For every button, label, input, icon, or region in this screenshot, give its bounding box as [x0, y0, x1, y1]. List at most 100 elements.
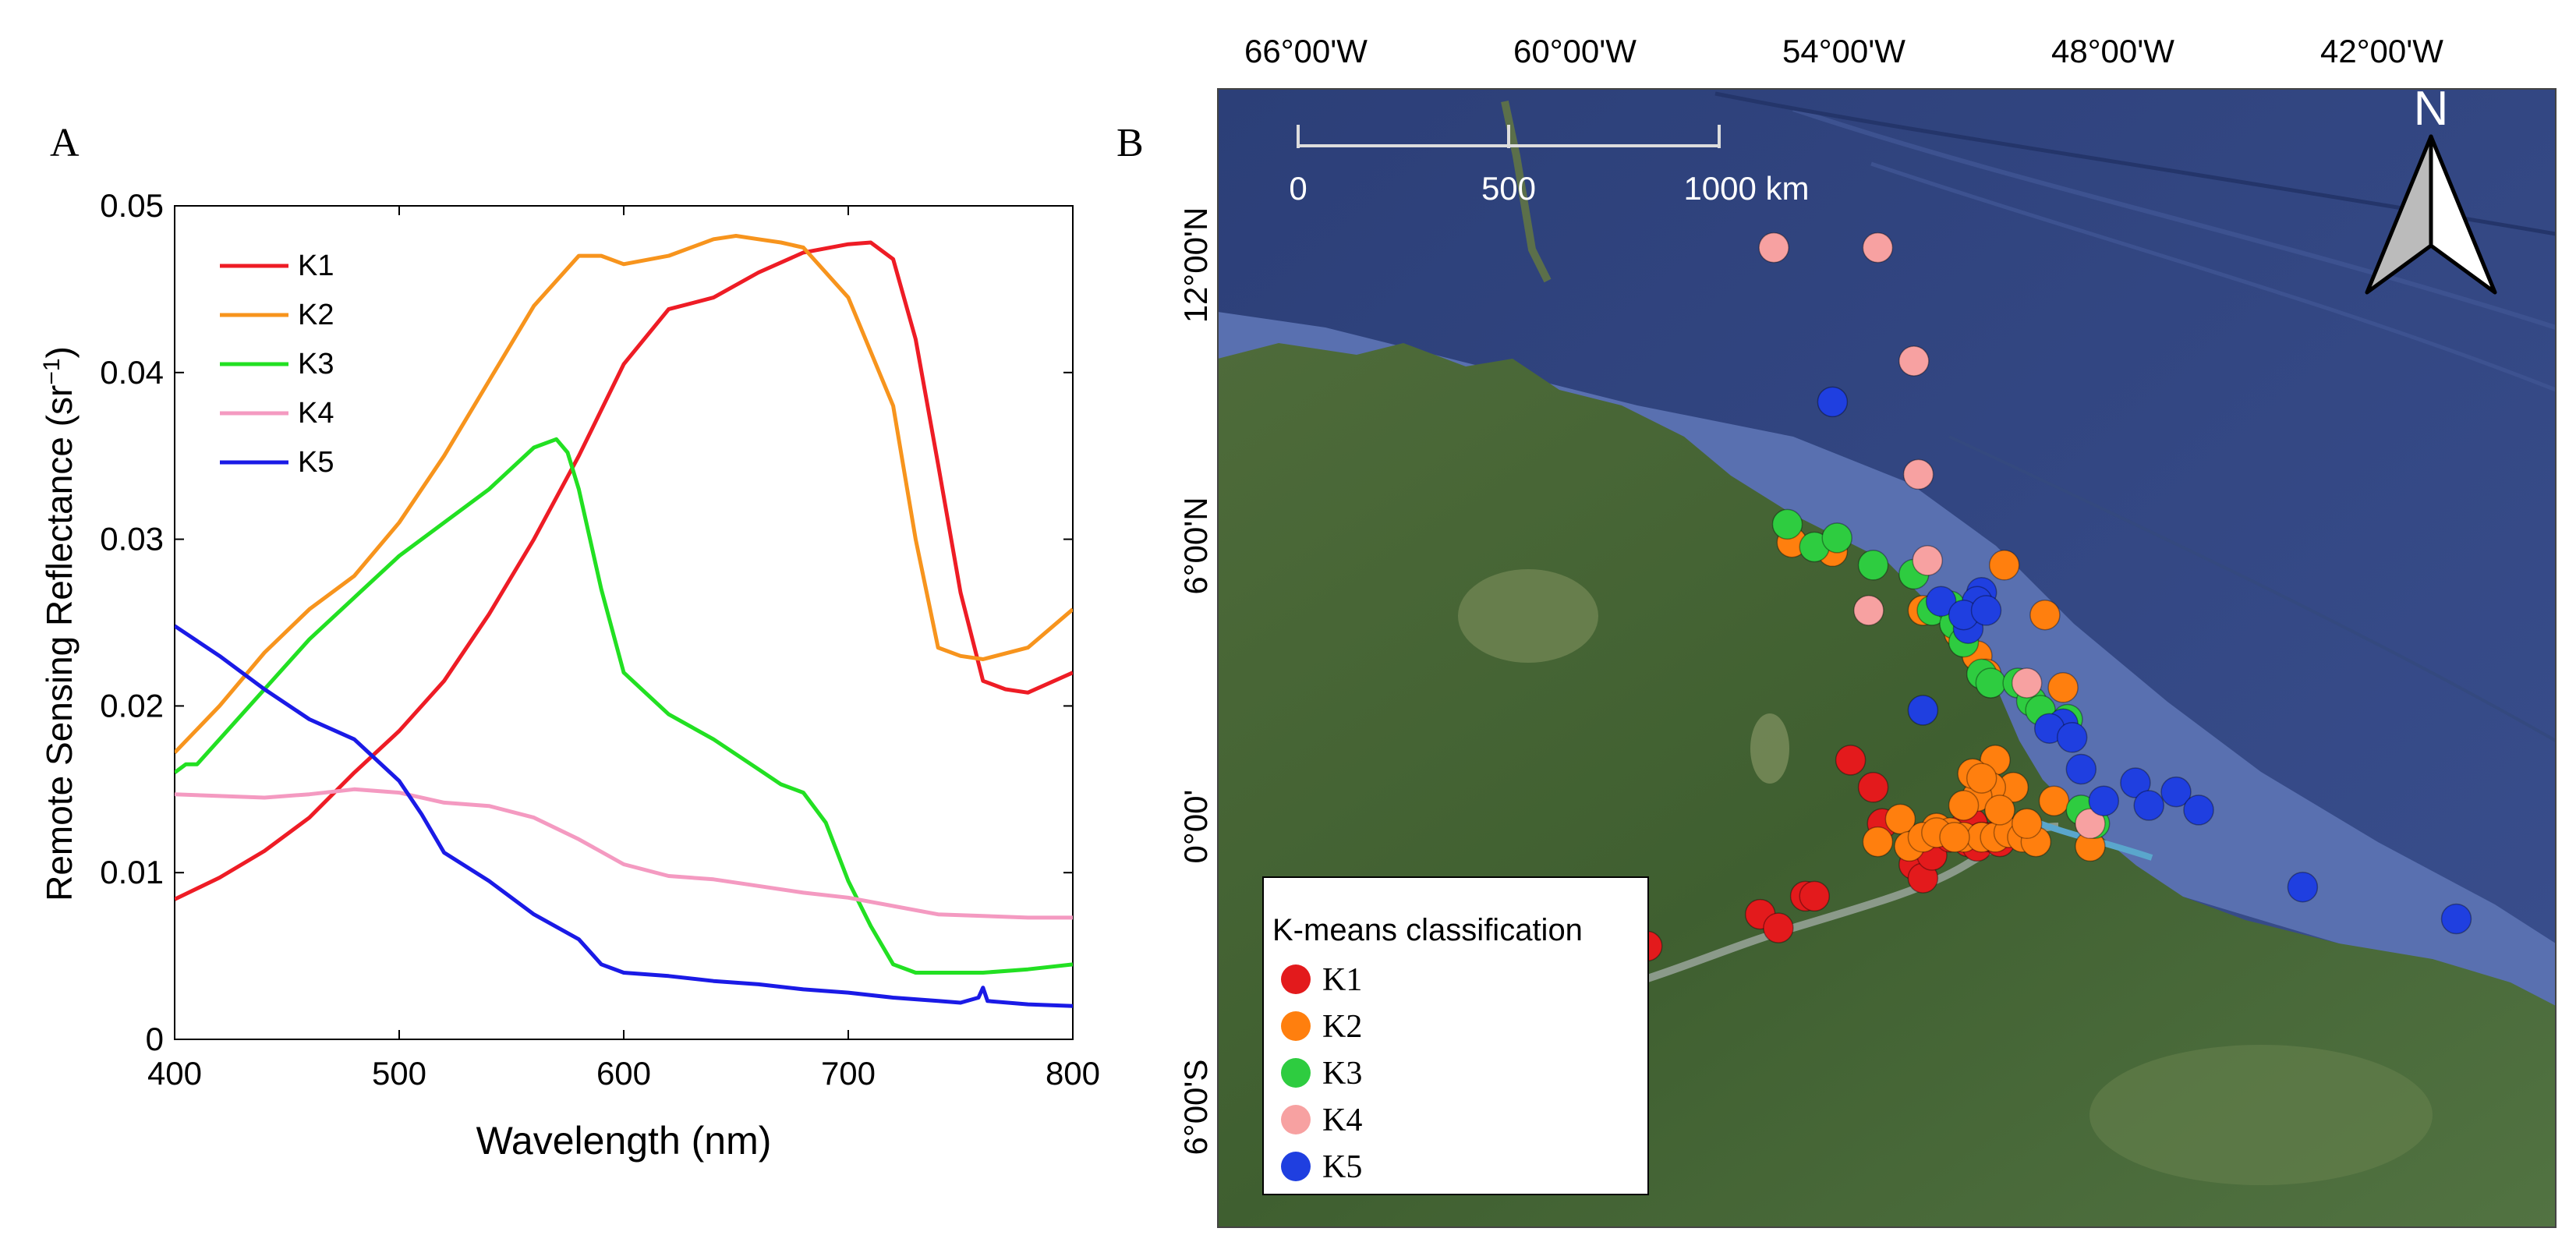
map-legend-marker-k5 [1281, 1152, 1311, 1181]
x-tick-label: 800 [1046, 1055, 1100, 1092]
y-axis-label: Remote Sensing Reflectance (sr−1) [39, 346, 80, 901]
station-point-k2 [1862, 826, 1894, 858]
series-line-k4 [175, 787, 1073, 920]
station-point-k5 [2120, 767, 2151, 798]
lat-label: 0°00' [1177, 790, 1214, 864]
spectra-chart: A 400 500 600 700 800 0 0.01 0.02 0.03 0.04 0.05 K… [39, 121, 1101, 1163]
lon-label: 66°00'W [1244, 33, 1368, 69]
y-axis-label-sup: −1 [39, 358, 65, 384]
legend-label-k4: K4 [298, 397, 334, 430]
scale-bar-label: 500 [1481, 170, 1536, 207]
station-point-k5 [1970, 595, 2002, 626]
seafloor-ridge [1948, 435, 2556, 742]
savanna-patch [1750, 713, 1789, 784]
chart-legend: K1 K2 K3 K4 K5 [220, 250, 334, 479]
station-point-k4 [1902, 458, 1934, 490]
north-arrow-icon [2365, 134, 2433, 295]
north-arrow: N [2365, 82, 2497, 295]
x-tick-label: 400 [147, 1055, 202, 1092]
y-tick-label: 0.03 [100, 521, 164, 557]
lon-label: 42°00'W [2320, 33, 2443, 69]
island-arc [1501, 100, 1552, 283]
station-point-k5 [2133, 790, 2164, 821]
lat-label: 12°00'N [1177, 207, 1214, 324]
map-legend-label-k3: K3 [1322, 1056, 1362, 1092]
station-point-k2 [1966, 763, 1997, 794]
station-point-k5 [2440, 903, 2472, 935]
station-point-k3 [1771, 508, 1803, 540]
seafloor-ridge [1870, 161, 2556, 392]
station-point-k5 [2065, 753, 2097, 785]
scale-bar-label: 1000 km [1683, 170, 1809, 207]
station-point-k1 [1763, 912, 1794, 943]
y-tick-label: 0.05 [100, 187, 164, 224]
lat-label: 6°00'N [1177, 497, 1214, 594]
station-point-k5 [1925, 586, 1957, 618]
legend-label-k1: K1 [298, 250, 334, 282]
y-axis-label-main: Remote Sensing Reflectance (sr [39, 385, 80, 901]
map-legend-label-k5: K5 [1322, 1149, 1362, 1185]
lon-label: 60°00'W [1513, 33, 1637, 69]
station-point-k5 [2056, 722, 2088, 753]
north-arrow-label: N [2414, 82, 2449, 136]
station-point-k1 [1857, 772, 1889, 803]
station-point-k2 [1988, 550, 2020, 581]
series-line-k5 [175, 624, 1073, 1008]
legend-label-k3: K3 [298, 348, 334, 380]
series-lines [175, 234, 1073, 1008]
map-legend-marker-k2 [1281, 1011, 1311, 1041]
station-point-k2 [2011, 808, 2043, 840]
axis-ticks: 400 500 600 700 800 0 0.01 0.02 0.03 0.04 0.05 [100, 187, 1100, 1092]
station-point-k1 [1799, 880, 1830, 912]
map-legend: K-means classification K1 K2 K3 K4 K5 [1262, 876, 1649, 1195]
map-legend-label-k1: K1 [1322, 962, 1362, 998]
station-point-k5 [2088, 785, 2120, 816]
station-point-k3 [1857, 550, 1889, 581]
legend-label-k2: K2 [298, 299, 334, 331]
map-legend-label-k2: K2 [1322, 1009, 1362, 1045]
map-legend-box [1262, 876, 1649, 1195]
station-point-k5 [2183, 795, 2214, 826]
station-point-k2 [1984, 795, 2015, 826]
station-point-k4 [1898, 345, 1930, 377]
map-legend-marker-k4 [1281, 1105, 1311, 1134]
station-map: B 66°00'W 60°00'W 54°00'W 48°0 [1116, 33, 2557, 1228]
station-point-k5 [1907, 695, 1939, 726]
seafloor-ridge [1792, 107, 2556, 330]
station-point-k2 [1939, 822, 1970, 853]
panel-a-label: A [50, 121, 80, 165]
lat-label: 6°00'S [1177, 1060, 1214, 1156]
station-point-k4 [2075, 808, 2106, 840]
series-line-k2 [175, 234, 1073, 755]
map-legend-marker-k3 [1281, 1058, 1311, 1088]
scale-bar-label: 0 [1289, 170, 1307, 207]
map-legend-marker-k1 [1281, 964, 1311, 994]
map-frame [1217, 88, 2557, 1228]
station-point-k5 [2287, 871, 2319, 903]
y-tick-label: 0.01 [100, 854, 164, 890]
station-point-k4 [1853, 595, 1884, 626]
station-point-k5 [1817, 386, 1849, 418]
station-point-k1 [1835, 745, 1867, 776]
station-point-k4 [2011, 667, 2043, 699]
panel-b-label: B [1116, 121, 1144, 165]
legend-label-k5: K5 [298, 446, 334, 479]
y-tick-label: 0.04 [100, 354, 164, 391]
station-point-k2 [2038, 785, 2070, 816]
map-legend-title: K-means classification [1272, 913, 1583, 947]
x-tick-label: 500 [372, 1055, 426, 1092]
savanna-patch [1458, 569, 1598, 663]
station-point-k2 [1948, 790, 1980, 821]
station-point-k3 [1821, 522, 1852, 554]
x-tick-label: 600 [596, 1055, 651, 1092]
lon-label: 54°00'W [1782, 33, 1905, 69]
y-tick-label: 0.02 [100, 687, 164, 724]
station-points [1577, 232, 2472, 966]
station-point-k5 [2160, 776, 2192, 808]
savanna-patch [2089, 1045, 2433, 1185]
map-legend-label-k4: K4 [1322, 1102, 1362, 1138]
station-point-k2 [2047, 672, 2079, 703]
station-point-k4 [1862, 232, 1894, 264]
scale-bar: 0 500 1000 km [1289, 125, 1810, 207]
